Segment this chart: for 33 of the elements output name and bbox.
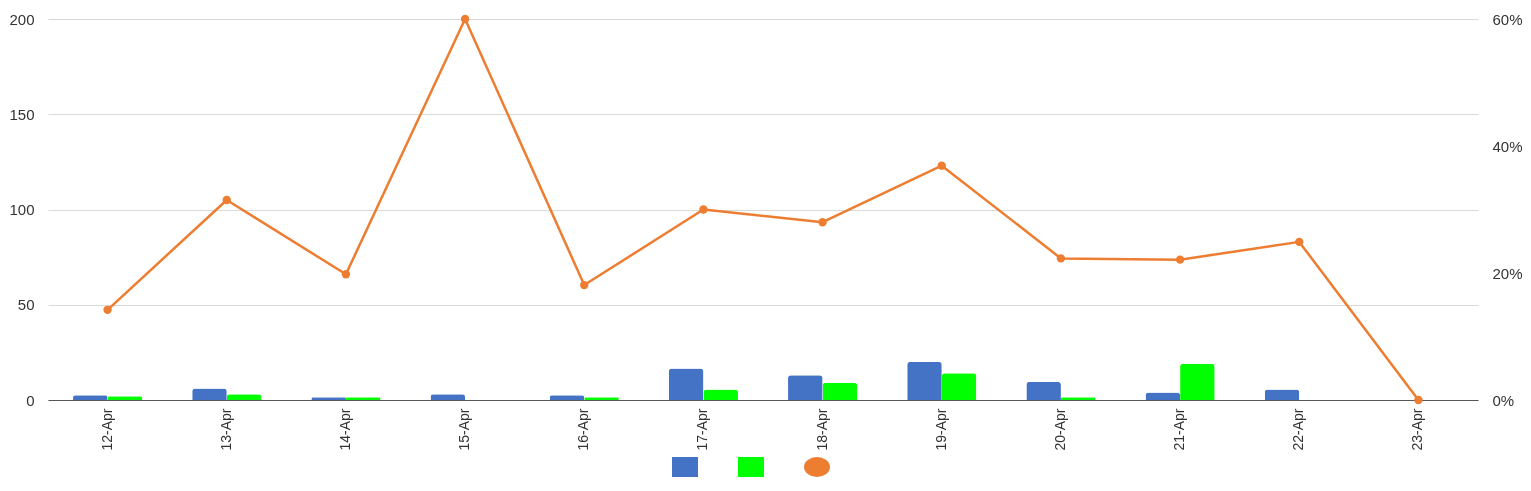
y2-tick-label: 40% (1492, 137, 1523, 155)
x-tick-label: 21-Apr (1171, 408, 1188, 451)
point (699, 205, 708, 214)
point (103, 305, 112, 314)
y-tick-label: 150 (9, 105, 35, 123)
x-tick-label: 22-Apr (1290, 408, 1307, 451)
y-tick-label: 200 (9, 10, 35, 28)
y2-tick-label: 0% (1492, 391, 1515, 409)
x-tick-label: 23-Apr (1409, 408, 1426, 451)
x-tick-label: 14-Apr (336, 408, 353, 451)
x-tick-label: 16-Apr (575, 408, 592, 451)
x-tick-label: 19-Apr (932, 408, 949, 451)
point (222, 195, 231, 205)
x-tick-label: 13-Apr (217, 408, 234, 451)
point (937, 161, 946, 170)
point (818, 218, 827, 227)
x-tick-label: 17-Apr (694, 408, 711, 451)
point (341, 270, 351, 279)
y2-tick-label: 20% (1492, 264, 1523, 282)
point (1295, 237, 1304, 247)
point (1056, 254, 1066, 263)
y-tick-label: 50 (17, 296, 35, 314)
point (460, 14, 470, 24)
x-tick-label: 15-Apr (456, 408, 473, 451)
x-tick-label: 12-Apr (98, 408, 115, 451)
y-tick-label: 0 (26, 391, 35, 409)
y2-tick-label: 60% (1492, 10, 1523, 28)
y-tick-label: 100 (9, 201, 35, 218)
point (1414, 395, 1423, 405)
x-tick-label: 18-Apr (813, 408, 830, 451)
point (1175, 255, 1185, 264)
point (580, 280, 589, 290)
x-tick-label: 20-Apr (1051, 408, 1068, 451)
